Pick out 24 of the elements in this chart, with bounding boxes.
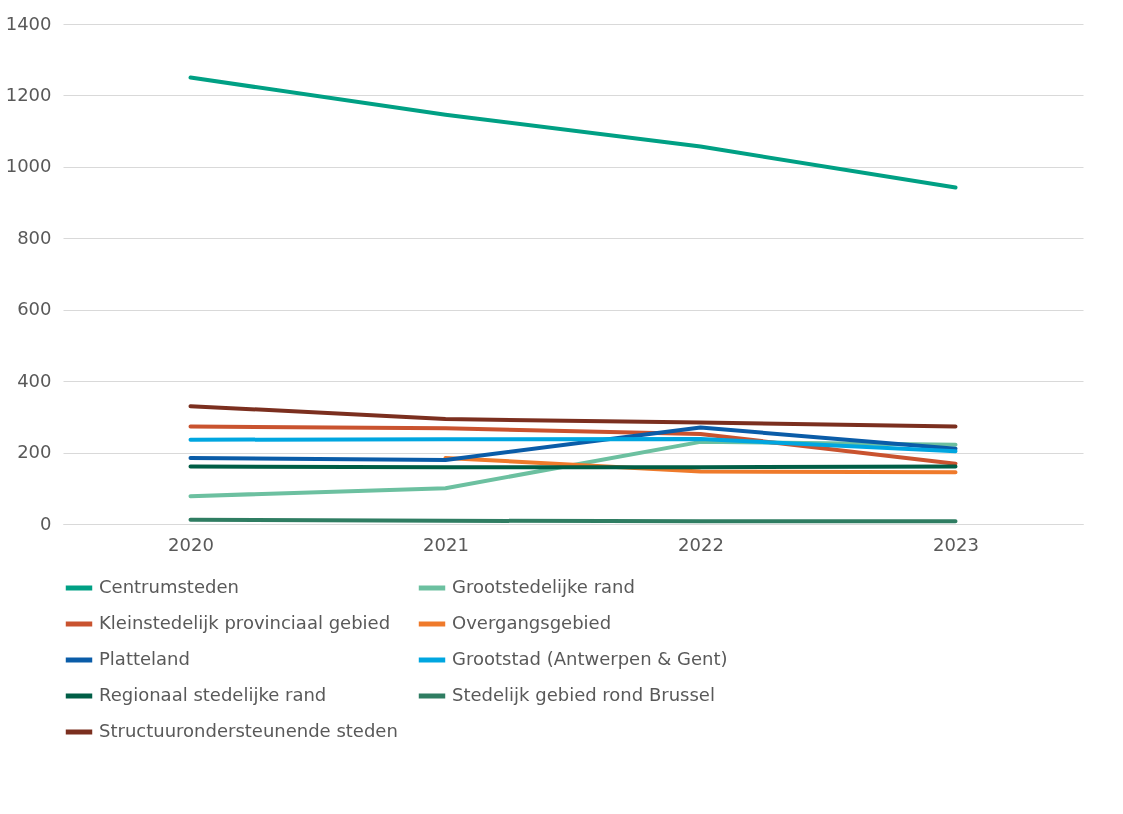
line-series: [188, 75, 958, 190]
x-tick-label: 2021: [423, 533, 469, 555]
legend-label: Regionaal stedelijke rand: [99, 684, 327, 705]
y-tick-label: 1200: [5, 83, 52, 105]
legend-label: Kleinstedelijk provinciaal gebied: [99, 612, 391, 633]
y-tick-label: 200: [17, 441, 52, 463]
y-tick-label: 0: [40, 512, 52, 534]
legend-label: Platteland: [99, 648, 190, 669]
y-tick-label: 400: [17, 369, 52, 391]
legend-label: Overgangsgebied: [452, 612, 612, 633]
line-series: [188, 404, 958, 429]
legend-label: Centrumsteden: [99, 576, 239, 597]
y-tick-label: 600: [17, 298, 52, 320]
legend-label: Stedelijk gebied rond Brussel: [452, 684, 715, 705]
legend-label: Grootstedelijke rand: [452, 576, 635, 597]
legend-label: Structuurondersteunende steden: [99, 720, 398, 741]
x-tick-label: 2023: [933, 533, 979, 555]
x-tick-label: 2022: [678, 533, 724, 555]
legend-label: Grootstad (Antwerpen & Gent): [452, 648, 728, 669]
y-tick-label: 1000: [5, 155, 52, 177]
y-tick-label: 800: [17, 226, 52, 248]
y-tick-label: 1400: [5, 12, 52, 34]
x-tick-label: 2020: [168, 533, 214, 555]
line-series: [188, 437, 958, 454]
